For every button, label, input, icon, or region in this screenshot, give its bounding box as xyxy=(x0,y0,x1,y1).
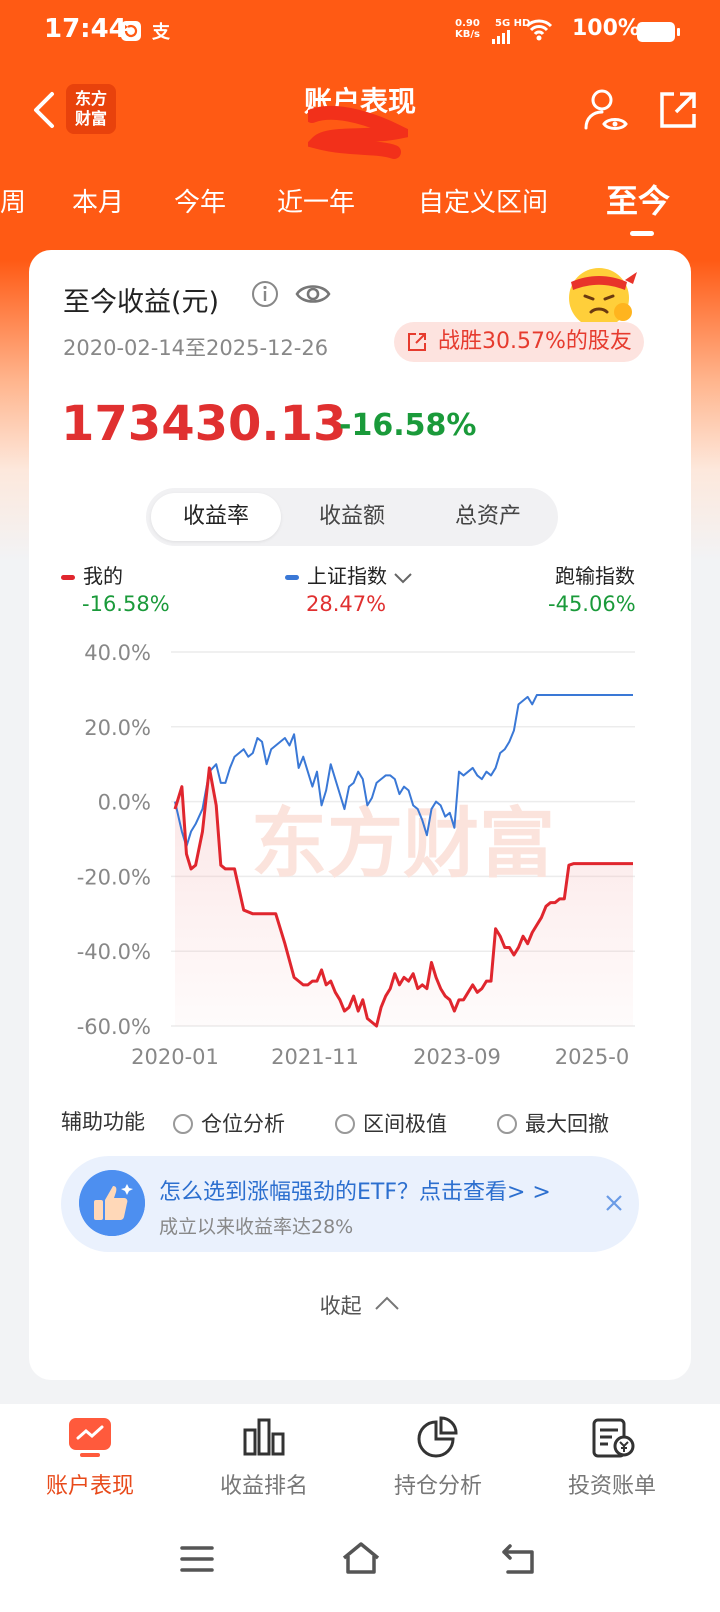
wifi-icon xyxy=(525,19,553,41)
alipay-icon: 支 xyxy=(152,22,170,43)
y-tick-label: -20.0% xyxy=(77,865,151,889)
share-icon[interactable] xyxy=(656,88,700,132)
info-icon[interactable] xyxy=(251,280,279,308)
segment-return-amount[interactable]: 收益额 xyxy=(318,504,385,529)
period-tabs: 周 本月 今年 近一年 自定义区间 至今 xyxy=(0,172,720,236)
option-max-drawdown[interactable]: 最大回撤 xyxy=(497,1108,609,1138)
promo-title: 怎么选到涨幅强劲的ETF？点击查看> > xyxy=(159,1180,551,1205)
tab-custom-range[interactable]: 自定义区间 xyxy=(418,188,549,218)
home-icon[interactable] xyxy=(340,1540,382,1576)
share-small-icon xyxy=(408,333,426,351)
beat-badge[interactable]: 战胜30.57%的股友 xyxy=(394,322,644,362)
redaction-scribble xyxy=(308,105,408,159)
chevron-down-icon xyxy=(394,572,413,583)
return-chart[interactable]: 40.0% 20.0% 0.0% -20.0% -40.0% -60.0% 2020-01 2… xyxy=(29,630,691,1090)
x-tick-label: 2020-01 xyxy=(131,1045,219,1069)
beat-text: 战胜30.57%的股友 xyxy=(438,329,632,354)
segment-total-assets[interactable]: 总资产 xyxy=(454,504,521,529)
app-logo: 东方 财富 xyxy=(66,84,116,134)
x-tick-label: 2023-09 xyxy=(413,1045,501,1069)
back-nav-icon[interactable] xyxy=(500,1542,538,1576)
series-line-mine xyxy=(173,766,633,1028)
system-nav-bar xyxy=(0,1514,720,1612)
etf-promo-banner[interactable]: 怎么选到涨幅强劲的ETF？点击查看> > 成立以来收益率达28% xyxy=(61,1156,639,1252)
close-icon[interactable] xyxy=(603,1192,625,1214)
tab-year[interactable]: 今年 xyxy=(174,188,227,218)
y-tick-label: -40.0% xyxy=(77,940,151,964)
bill-icon xyxy=(592,1418,635,1458)
tab-month[interactable]: 本月 xyxy=(72,188,125,218)
chevron-up-icon xyxy=(375,1296,400,1310)
net-speed: 0.90 KB/s xyxy=(455,18,480,40)
battery-percent: 100% xyxy=(572,16,640,41)
back-icon[interactable] xyxy=(24,88,68,132)
bottom-tab-holdings[interactable]: 持仓分析 xyxy=(348,1416,528,1500)
user-privacy-icon[interactable] xyxy=(582,86,630,134)
legend-mine: 我的 xyxy=(61,560,123,589)
x-tick-label: 2025-0 xyxy=(555,1045,629,1069)
profit-amount: 173430.13 xyxy=(61,396,347,452)
thumbs-up-icon xyxy=(79,1170,145,1236)
performance-icon xyxy=(69,1418,111,1457)
y-tick-label: 40.0% xyxy=(84,641,151,665)
pie-chart-icon xyxy=(417,1416,458,1458)
status-time: 17:44 xyxy=(44,14,127,44)
y-tick-label: -60.0% xyxy=(77,1015,151,1039)
tab-last-year[interactable]: 近一年 xyxy=(277,188,356,218)
radio-icon xyxy=(173,1114,193,1134)
legend-index[interactable]: 上证指数 xyxy=(285,560,413,589)
option-range-extreme[interactable]: 区间极值 xyxy=(335,1108,447,1138)
bottom-tab-ranking[interactable]: 收益排名 xyxy=(174,1416,354,1500)
collapse-button[interactable]: 收起 xyxy=(29,1290,691,1320)
tab-week[interactable]: 周 xyxy=(0,188,27,218)
mascot-emoji-icon xyxy=(569,268,637,328)
watermark: 东方财富 xyxy=(251,799,555,888)
y-tick-label: 0.0% xyxy=(98,791,151,815)
bar-chart-icon xyxy=(243,1418,285,1456)
eye-icon[interactable] xyxy=(295,278,331,310)
bottom-tab-bill[interactable]: 投资账单 xyxy=(522,1416,702,1500)
bottom-tab-account-performance[interactable]: 账户表现 xyxy=(0,1416,180,1500)
bottom-nav: 账户表现 收益排名 持仓分析 投资账单 xyxy=(0,1404,720,1514)
y-tick-label: 20.0% xyxy=(84,716,151,740)
aux-label: 辅助功能 xyxy=(61,1110,145,1134)
metric-segment-control: 收益率 收益额 总资产 xyxy=(146,488,558,546)
performance-card: 至今收益(元) 2020-02-14至2025-12-26 战胜30.57%的股… xyxy=(29,250,691,1380)
signal-icon xyxy=(492,30,510,44)
index-value: 28.47% xyxy=(306,592,387,616)
x-tick-label: 2021-11 xyxy=(271,1045,359,1069)
nav-bar: 东方 财富 账户表现 xyxy=(0,66,720,159)
radio-icon xyxy=(497,1114,517,1134)
network-type: 5G HD xyxy=(495,18,531,29)
segment-return-rate[interactable]: 收益率 xyxy=(151,493,281,541)
diff-value: -45.06% xyxy=(548,592,636,616)
date-range: 2020-02-14至2025-12-26 xyxy=(63,336,329,360)
radio-icon xyxy=(335,1114,355,1134)
series-line-index xyxy=(174,694,633,848)
card-title: 至今收益(元) xyxy=(63,287,220,318)
profit-percent: -16.58% xyxy=(339,408,477,443)
sync-icon xyxy=(121,21,141,41)
battery-icon xyxy=(637,22,680,42)
legend-diff: 跑输指数 xyxy=(555,564,635,588)
menu-icon[interactable] xyxy=(180,1544,214,1574)
status-bar: 17:44 支 0.90 KB/s 5G HD 100% xyxy=(0,0,720,64)
option-position-analysis[interactable]: 仓位分析 xyxy=(173,1108,285,1138)
tab-since-inception[interactable]: 至今 xyxy=(606,176,670,236)
mine-value: -16.58% xyxy=(82,592,170,616)
promo-subtitle: 成立以来收益率达28% xyxy=(159,1216,354,1238)
